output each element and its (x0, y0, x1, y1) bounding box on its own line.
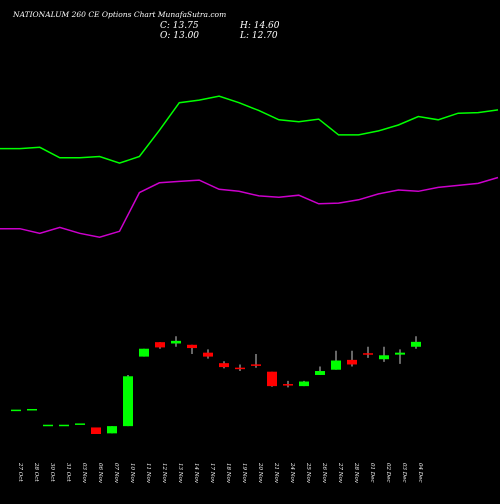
candle-body (411, 341, 421, 347)
candle-body (59, 424, 69, 427)
candle-body (187, 344, 197, 349)
candle-body (251, 364, 261, 366)
high-value: H: 14.60 (240, 21, 280, 31)
x-tick-label: 27 Oct (17, 462, 23, 482)
candle-body (347, 359, 357, 365)
x-tick-label: 13 Nov (177, 463, 183, 484)
candle-body (139, 348, 149, 357)
x-tick-label: 26 Nov (321, 462, 327, 484)
lower-band-line (0, 176, 499, 238)
candle-body (315, 371, 325, 375)
candle-body (363, 353, 373, 355)
x-tick-label: 31 Oct (65, 463, 71, 482)
x-tick-label: 01 Dec (369, 463, 375, 483)
x-tick-label: 20 Nov (257, 462, 263, 484)
candle-body (27, 408, 37, 411)
open-value: O: 13.00 (160, 31, 200, 41)
candle-body (155, 342, 165, 348)
x-tick-label: 03 Nov (81, 463, 87, 484)
x-tick-label: 28 Nov (353, 462, 359, 484)
x-tick-label: 25 Nov (305, 462, 311, 484)
candle-body (283, 384, 293, 386)
x-tick-label: 10 Nov (129, 463, 135, 484)
candle-body (75, 423, 85, 425)
x-tick-label: 14 Nov (193, 463, 199, 484)
candle-body (235, 367, 245, 370)
x-tick-label: 21 Nov (273, 462, 279, 484)
candle-body (203, 352, 213, 357)
x-tick-label: 18 Nov (225, 463, 231, 484)
candle-body (171, 340, 181, 344)
x-tick-label: 30 Oct (49, 463, 55, 482)
chart-title: NATIONALUM 260 CE Options Chart MunafaSu… (13, 10, 227, 19)
candle-body (379, 355, 389, 360)
candle-body (331, 360, 341, 370)
x-tick-label: 24 Nov (289, 462, 295, 484)
candle-body (123, 376, 133, 427)
x-tick-label: 11 Nov (145, 463, 151, 484)
x-tick-label: 04 Dec (417, 463, 423, 483)
candle-body (267, 371, 277, 387)
x-tick-label: 17 Nov (209, 463, 215, 484)
candle-body (395, 352, 405, 355)
x-tick-label: 06 Nov (97, 463, 103, 484)
x-tick-label: 28 Oct (33, 462, 39, 482)
x-tick-label: 27 Nov (337, 462, 343, 484)
x-tick-label: 12 Nov (161, 463, 167, 484)
upper-band-line (0, 95, 499, 164)
x-tick-label: 19 Nov (241, 463, 247, 484)
candle-body (91, 427, 101, 435)
close-value: C: 13.75 (160, 21, 199, 31)
x-tick-label: 02 Dec (385, 463, 391, 483)
candle-body (219, 363, 229, 368)
x-tick-label: 03 Dec (401, 463, 407, 483)
low-value: L: 12.70 (240, 31, 278, 41)
candle-body (43, 424, 53, 427)
x-tick-label: 07 Nov (113, 463, 119, 484)
candle-body (107, 426, 117, 434)
candle-body (299, 381, 309, 387)
candle-body (11, 409, 21, 412)
